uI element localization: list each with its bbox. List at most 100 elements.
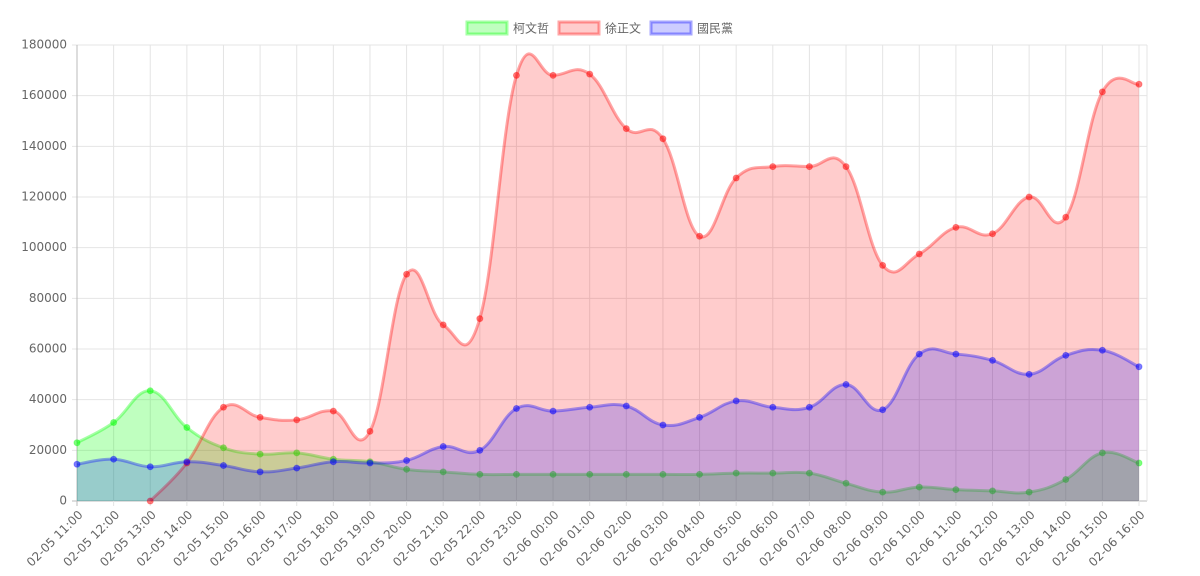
data-point — [696, 470, 704, 478]
data-point — [1098, 88, 1106, 96]
data-point — [329, 458, 337, 466]
series-line — [76, 389, 1140, 495]
data-point — [842, 479, 850, 487]
data-point — [110, 418, 118, 426]
data-point — [732, 469, 740, 477]
data-point — [403, 456, 411, 464]
data-point — [1025, 488, 1033, 496]
y-tick-label: 100000 — [21, 240, 67, 254]
data-point — [183, 424, 191, 432]
y-tick-label: 40000 — [29, 392, 67, 406]
data-point — [1025, 370, 1033, 378]
y-tick-label: 180000 — [21, 38, 67, 52]
data-point — [73, 439, 81, 447]
data-point — [476, 315, 484, 323]
data-point — [512, 470, 520, 478]
data-point — [183, 458, 191, 466]
legend-label: 徐正文 — [605, 21, 641, 36]
data-point — [219, 403, 227, 411]
data-point — [622, 402, 630, 410]
data-point — [805, 163, 813, 171]
data-point — [366, 459, 374, 467]
data-point — [403, 465, 411, 473]
data-point — [879, 406, 887, 414]
y-tick-label: 140000 — [21, 139, 67, 153]
data-point — [293, 449, 301, 457]
data-point — [1062, 213, 1070, 221]
data-point — [1025, 193, 1033, 201]
data-point — [915, 250, 923, 258]
data-point — [1135, 363, 1143, 371]
data-point — [110, 455, 118, 463]
data-point — [439, 321, 447, 329]
data-point — [256, 468, 264, 476]
y-tick-label: 20000 — [29, 443, 67, 457]
y-tick-label: 120000 — [21, 190, 67, 204]
data-point — [915, 483, 923, 491]
data-point — [512, 405, 520, 413]
data-point — [549, 407, 557, 415]
data-point — [1098, 346, 1106, 354]
series-area — [77, 390, 1139, 501]
data-point — [769, 469, 777, 477]
data-point — [146, 497, 154, 505]
data-point — [549, 470, 557, 478]
data-point — [659, 470, 667, 478]
data-point — [586, 470, 594, 478]
data-point — [1062, 475, 1070, 483]
data-point — [989, 356, 997, 364]
data-point — [622, 470, 630, 478]
data-point — [1098, 449, 1106, 457]
data-point — [1135, 80, 1143, 88]
data-point — [586, 403, 594, 411]
data-point — [659, 135, 667, 143]
y-tick-label: 160000 — [21, 88, 67, 102]
data-point — [366, 427, 374, 435]
data-point — [842, 163, 850, 171]
y-tick-label: 80000 — [29, 291, 67, 305]
data-point — [805, 469, 813, 477]
data-point — [659, 421, 667, 429]
data-point — [219, 462, 227, 470]
data-point — [622, 125, 630, 133]
data-point — [329, 407, 337, 415]
data-point — [952, 223, 960, 231]
data-point — [696, 413, 704, 421]
data-point — [769, 163, 777, 171]
data-point — [476, 446, 484, 454]
legend-swatch — [649, 20, 693, 36]
data-point — [439, 468, 447, 476]
y-tick-label: 60000 — [29, 342, 67, 356]
data-point — [293, 416, 301, 424]
legend-swatch — [465, 20, 509, 36]
data-point — [842, 380, 850, 388]
data-point — [73, 460, 81, 468]
data-point — [952, 486, 960, 494]
data-point — [952, 350, 960, 358]
legend: 柯文哲 徐正文 國民黨 — [465, 20, 733, 36]
data-point — [403, 270, 411, 278]
data-point — [805, 403, 813, 411]
data-point — [1135, 459, 1143, 467]
data-point — [219, 444, 227, 452]
data-point — [256, 450, 264, 458]
data-point — [586, 70, 594, 78]
legend-swatch — [557, 20, 601, 36]
series-area — [150, 53, 1139, 502]
series-area — [77, 348, 1139, 501]
y-tick-label: 0 — [59, 494, 67, 508]
data-point — [732, 174, 740, 182]
data-point — [915, 350, 923, 358]
data-point — [989, 230, 997, 238]
data-point — [256, 413, 264, 421]
data-point — [989, 487, 997, 495]
legend-label: 國民黨 — [697, 22, 733, 36]
data-point — [879, 261, 887, 269]
data-point — [293, 464, 301, 472]
data-point — [696, 232, 704, 240]
data-point — [476, 470, 484, 478]
data-point — [146, 387, 154, 395]
data-point — [549, 71, 557, 79]
data-point — [439, 443, 447, 451]
data-point — [879, 488, 887, 496]
